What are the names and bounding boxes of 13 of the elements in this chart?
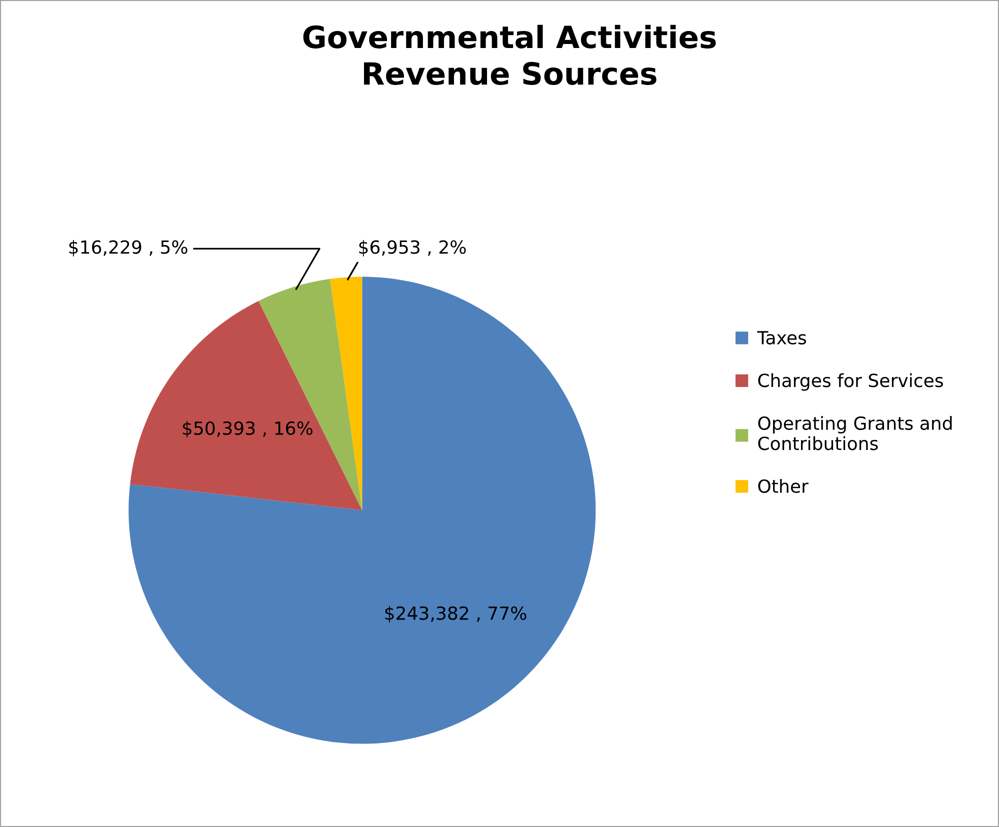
data-label: $6,953 , 2% <box>359 240 466 256</box>
pie-slice <box>330 276 362 510</box>
legend-label: Other <box>758 479 808 493</box>
data-label: $243,382 , 77% <box>385 606 526 622</box>
pie-slice <box>130 300 362 510</box>
legend-label: Charges for Services <box>758 373 943 391</box>
legend-label: Operating Grants and Contributions <box>758 416 952 450</box>
pie-slice <box>128 276 596 744</box>
chart-title: Governmental Activities Revenue Sources <box>303 24 716 86</box>
data-label: $50,393 , 16% <box>182 421 312 438</box>
legend-label: Taxes <box>757 331 806 344</box>
pie-slice <box>258 278 362 510</box>
data-label: $16,229 , 5% <box>69 240 188 256</box>
